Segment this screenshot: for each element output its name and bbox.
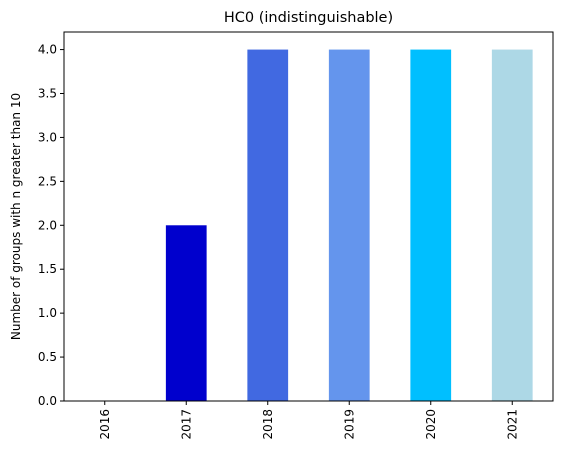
x-tick-label: 2021: [505, 409, 519, 440]
x-tick-label: 2016: [98, 409, 112, 440]
bar-2018: [247, 49, 289, 401]
y-tick-label: 2.0: [38, 218, 57, 232]
y-tick-label: 4.0: [38, 43, 57, 57]
bar-series: [165, 49, 533, 401]
x-tick-label: 2020: [424, 409, 438, 440]
y-tick-label: 0.0: [38, 394, 57, 408]
x-tick-label: 2018: [261, 409, 275, 440]
y-axis-ticks: 0.0 0.5 1.0 1.5 2.0 2.5 3.0 3.5 4.0: [38, 43, 64, 408]
bar-2021: [491, 49, 533, 401]
y-tick-label: 3.5: [38, 87, 57, 101]
y-tick-label: 2.5: [38, 174, 57, 188]
plot-area-frame: [63, 31, 554, 402]
y-tick-label: 1.0: [38, 306, 57, 320]
chart-title: HC0 (indistinguishable): [224, 10, 393, 26]
y-tick-label: 1.5: [38, 262, 57, 276]
y-axis-label: Number of groups with n greater than 10: [9, 93, 23, 340]
x-axis-ticks: 2016 2017 2018 2019 2020 2021: [98, 401, 519, 440]
y-tick-label: 3.0: [38, 130, 57, 144]
y-tick-label: 0.5: [38, 350, 57, 364]
x-tick-label: 2019: [342, 409, 356, 440]
bar-2017: [165, 225, 207, 401]
bar-2020: [410, 49, 452, 401]
x-tick-label: 2017: [179, 409, 193, 440]
bar-2019: [328, 49, 370, 401]
